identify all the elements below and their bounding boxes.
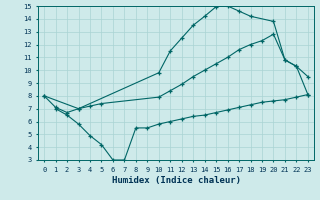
- X-axis label: Humidex (Indice chaleur): Humidex (Indice chaleur): [111, 176, 241, 185]
